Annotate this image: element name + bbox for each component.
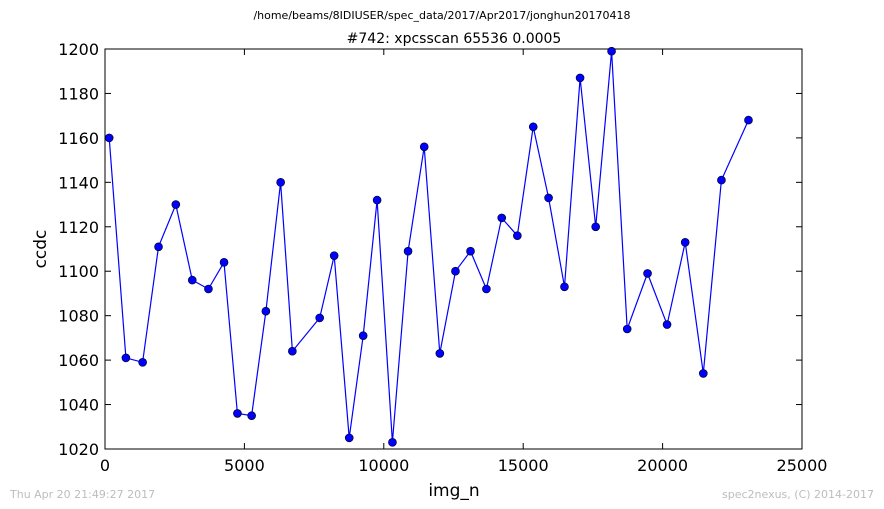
data-point: [171, 200, 181, 209]
data-point: [138, 358, 147, 367]
data-point: [344, 433, 354, 443]
x-tick-label: 20000: [637, 456, 688, 475]
data-point: [575, 73, 585, 83]
y-tick-label: 1100: [58, 262, 99, 281]
y-tick-label: 1060: [58, 351, 99, 370]
y-tick-label: 1040: [58, 396, 99, 415]
x-tick-label: 10000: [358, 456, 409, 475]
data-point: [187, 275, 197, 285]
x-tick-label: 5000: [224, 456, 265, 475]
data-point: [528, 122, 538, 132]
y-tick-label: 1200: [58, 40, 99, 59]
data-point: [154, 242, 163, 252]
data-point: [233, 409, 242, 418]
y-tick-label: 1180: [58, 84, 99, 103]
data-point: [388, 438, 397, 447]
data-point: [744, 115, 753, 125]
data-point: [513, 231, 522, 240]
data-point: [219, 258, 229, 267]
data-point: [466, 246, 475, 256]
data-point: [662, 320, 672, 329]
x-tick-label: 15000: [498, 456, 549, 475]
data-point: [358, 331, 368, 340]
chart-title: #742: xpcsscan 65536 0.0005: [347, 31, 562, 47]
footer-timestamp: Thu Apr 20 21:49:27 2017: [9, 488, 155, 501]
series-markers: [104, 46, 753, 447]
data-point: [247, 411, 256, 420]
y-axis: 1020 1040 1060 1080 1100 1120 1140 1160 1180 1200: [58, 40, 802, 459]
x-tick-label: 0: [100, 456, 110, 475]
footer-credit: spec2nexus, (C) 2014-2017: [722, 488, 874, 501]
data-point: [315, 313, 324, 323]
data-point: [104, 133, 114, 143]
data-point: [607, 46, 616, 56]
x-axis: 0 5000 10000 15000 20000 25000: [100, 49, 828, 475]
data-point: [435, 349, 445, 358]
data-point: [276, 178, 285, 187]
y-tick-label: 1140: [58, 173, 99, 192]
data-point: [204, 284, 213, 294]
data-point: [261, 306, 271, 316]
series-line: [108, 51, 750, 443]
data-point: [560, 282, 569, 292]
data-point: [591, 222, 600, 232]
suptitle: /home/beams/8IDIUSER/spec_data/2017/Apr2…: [253, 9, 630, 22]
data-point: [717, 175, 726, 185]
data-point: [699, 369, 708, 378]
x-axis-label: img_n: [428, 481, 479, 501]
x-tick-label: 25000: [777, 456, 828, 475]
data-point: [419, 142, 429, 152]
y-tick-label: 1120: [58, 218, 99, 237]
data-point: [544, 193, 553, 203]
data-point: [482, 284, 491, 294]
y-tick-label: 1020: [58, 440, 99, 459]
data-point: [403, 246, 413, 256]
data-point: [121, 353, 131, 363]
data-point: [622, 324, 632, 334]
data-point: [680, 238, 690, 247]
y-tick-label: 1160: [58, 129, 99, 148]
y-tick-label: 1080: [58, 307, 99, 326]
data-point: [288, 346, 297, 356]
y-axis-label: ccdc: [31, 230, 51, 269]
data-point: [372, 195, 382, 205]
data-point: [643, 269, 652, 278]
plot-area: [104, 48, 803, 450]
data-point: [497, 213, 507, 223]
data-point: [329, 251, 339, 260]
data-point: [451, 266, 460, 276]
